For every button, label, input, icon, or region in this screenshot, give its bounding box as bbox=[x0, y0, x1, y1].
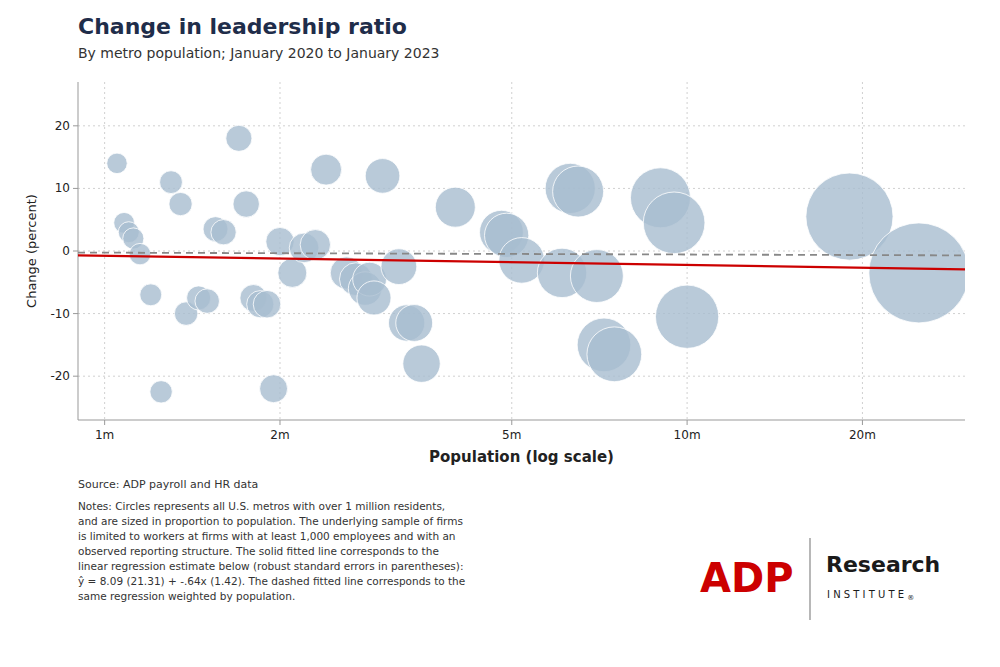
notes-line: same regression weighted by population. bbox=[78, 590, 295, 602]
point bbox=[869, 223, 965, 323]
weighted-fit-line bbox=[78, 253, 965, 256]
grid bbox=[78, 82, 965, 420]
point bbox=[107, 153, 127, 173]
x-tick-label: 20m bbox=[849, 428, 876, 442]
point bbox=[396, 305, 433, 342]
point bbox=[260, 375, 288, 403]
point bbox=[195, 289, 219, 313]
y-tick-label: 0 bbox=[62, 244, 70, 258]
point bbox=[150, 381, 172, 403]
y-grid-line bbox=[78, 125, 965, 126]
point bbox=[553, 166, 604, 217]
point bbox=[403, 345, 440, 382]
logo-mark: ADP bbox=[700, 555, 793, 601]
x-tick bbox=[279, 420, 280, 425]
y-tick-label: -10 bbox=[50, 307, 70, 321]
subtitle: By metro population; January 2020 to Jan… bbox=[78, 45, 439, 61]
point bbox=[160, 171, 183, 194]
point bbox=[300, 230, 330, 260]
y-tick-label: 10 bbox=[55, 181, 70, 195]
logo-registered: ® bbox=[907, 594, 914, 602]
notes: Notes: Circles represents all U.S. metro… bbox=[78, 500, 465, 602]
y-tick bbox=[73, 188, 78, 189]
point bbox=[169, 192, 192, 215]
point bbox=[643, 192, 705, 254]
y-tick bbox=[73, 376, 78, 377]
notes-line: is limited to workers at firms with at l… bbox=[78, 530, 456, 542]
y-grid-line bbox=[78, 313, 965, 314]
fit-line bbox=[78, 255, 965, 269]
point bbox=[381, 249, 417, 285]
y-tick bbox=[73, 251, 78, 252]
source: Source: ADP payroll and HR data bbox=[78, 478, 258, 491]
point bbox=[311, 154, 342, 185]
x-tick bbox=[862, 420, 863, 425]
x-grid-line bbox=[104, 82, 105, 420]
point bbox=[655, 285, 718, 348]
notes-line: linear regression estimate below (robust… bbox=[78, 560, 463, 572]
plot-area bbox=[78, 125, 965, 403]
y-tick-label: 20 bbox=[55, 119, 70, 133]
scatter-points bbox=[107, 125, 965, 403]
x-tick-label: 5m bbox=[502, 428, 521, 442]
y-grid-line bbox=[78, 376, 965, 377]
notes-line: ŷ = 8.09 (21.31) + -.64x (1.42). The das… bbox=[78, 575, 465, 587]
y-axis-line bbox=[78, 82, 79, 420]
x-tick-label: 1m bbox=[95, 428, 114, 442]
notes-line: Notes: Circles represents all U.S. metro… bbox=[78, 500, 445, 512]
notes-line: and are sized in proportion to populatio… bbox=[78, 515, 463, 527]
x-tick bbox=[687, 420, 688, 425]
x-axis-line bbox=[78, 420, 965, 421]
point bbox=[226, 125, 252, 151]
y-tick bbox=[73, 125, 78, 126]
y-tick bbox=[73, 313, 78, 314]
point bbox=[587, 327, 642, 382]
y-tick-label: -20 bbox=[50, 369, 70, 383]
title: Change in leadership ratio bbox=[78, 14, 407, 39]
point bbox=[357, 281, 391, 315]
x-tick bbox=[104, 420, 105, 425]
logo-separator bbox=[809, 538, 810, 620]
point bbox=[140, 284, 162, 306]
x-tick-label: 10m bbox=[674, 428, 701, 442]
x-tick bbox=[511, 420, 512, 425]
point bbox=[365, 159, 400, 194]
y-axis-label: Change (percent) bbox=[24, 194, 39, 308]
point bbox=[435, 187, 475, 227]
x-axis-label: Population (log scale) bbox=[429, 448, 614, 466]
notes-line: observed reporting structure. The solid … bbox=[78, 545, 439, 557]
point bbox=[233, 191, 259, 217]
point bbox=[129, 243, 150, 264]
logo: ADP Research I N S T I T U T E® bbox=[700, 538, 940, 620]
x-tick-label: 2m bbox=[270, 428, 289, 442]
point bbox=[253, 290, 281, 318]
logo-research: Research bbox=[826, 552, 940, 577]
point bbox=[211, 220, 236, 245]
point bbox=[570, 250, 623, 303]
logo-institute: I N S T I T U T E bbox=[827, 589, 904, 600]
